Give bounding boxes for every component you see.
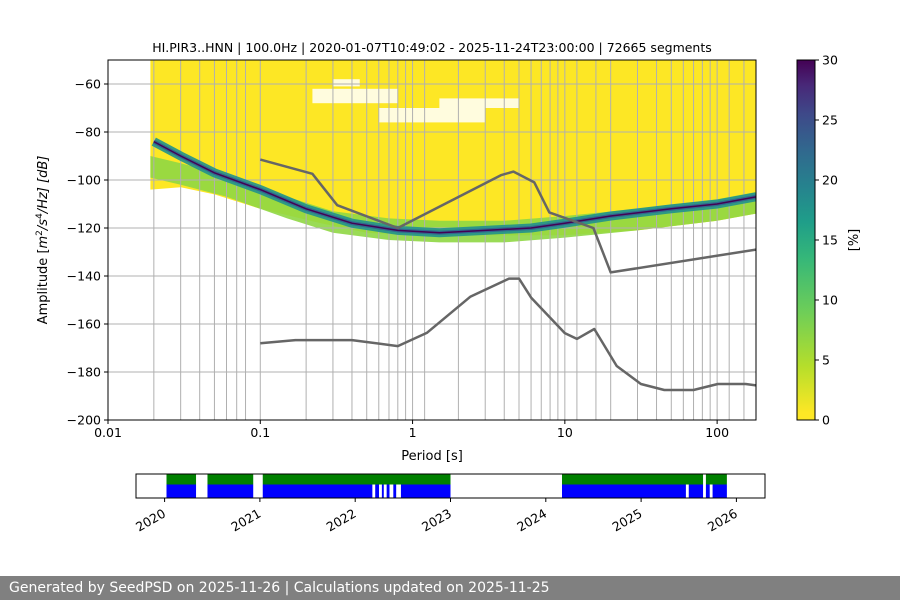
timeline-processed-segment xyxy=(562,474,704,485)
colorbar-tick-label: 20 xyxy=(822,173,838,188)
timeline-tick-label: 2026 xyxy=(705,506,740,535)
y-axis-label: Amplitude [m2/s4/Hz] [dB] xyxy=(35,156,51,325)
footer-bar: Generated by SeedPSD on 2025-11-26 | Cal… xyxy=(0,576,900,600)
timeline-tick-label: 2025 xyxy=(610,506,645,535)
ppsd-plot-area: 0.01 0.1 1 10 100 −60 −80 −100 −120 −140 −160 −180… xyxy=(67,59,757,440)
timeline-data-segment xyxy=(386,484,390,498)
mode-line xyxy=(153,140,756,234)
noise-model-layer xyxy=(259,158,756,392)
timeline-data-segment xyxy=(688,484,704,498)
y-tick-label: −160 xyxy=(67,317,101,332)
density-gap xyxy=(332,79,360,87)
timeline-processed-segment xyxy=(166,474,197,485)
timeline-tick-label: 2021 xyxy=(228,506,263,535)
data-availability-timeline: 2020 2021 2022 2023 2024 2025 2026 xyxy=(133,473,766,535)
density-gap xyxy=(378,108,486,123)
timeline-bars xyxy=(166,474,727,498)
x-tick-label: 0.01 xyxy=(94,425,122,440)
density-gap xyxy=(439,98,520,108)
footer-text: Generated by SeedPSD on 2025-11-26 | Cal… xyxy=(9,580,550,596)
timeline-data-segment xyxy=(375,484,380,498)
ppsd-figure: HI.PIR3..HNN | 100.0Hz | 2020-01-07T10:4… xyxy=(35,40,862,535)
timeline-year-ticks: 2020 2021 2022 2023 2024 2025 2026 xyxy=(133,498,740,535)
timeline-processed-segment xyxy=(262,474,451,485)
x-axis-ticks: 0.01 0.1 1 10 100 xyxy=(94,420,729,440)
x-axis-label: Period [s] xyxy=(401,449,463,464)
timeline-data-segment xyxy=(166,484,197,498)
timeline-processed-segment xyxy=(705,474,727,485)
y-tick-label: −200 xyxy=(67,413,101,428)
grid-lines xyxy=(108,60,756,420)
colorbar-ticks: 0 5 10 15 20 25 30 xyxy=(815,53,838,428)
timeline-data-segment xyxy=(207,484,254,498)
colorbar-tick-label: 30 xyxy=(822,53,838,68)
colorbar-tick-label: 25 xyxy=(822,113,838,128)
x-tick-label: 100 xyxy=(705,425,729,440)
timeline-data-segment xyxy=(562,484,686,498)
high-noise-model-line xyxy=(259,158,756,274)
plot-frame xyxy=(107,59,757,421)
colorbar-tick-label: 10 xyxy=(822,293,838,308)
timeline-tick-label: 2023 xyxy=(419,506,454,535)
x-tick-label: 0.1 xyxy=(250,425,270,440)
timeline-processed-segment xyxy=(207,474,254,485)
ppsd-density-cloud xyxy=(150,60,756,243)
y-tick-label: −100 xyxy=(67,173,101,188)
low-noise-model-line xyxy=(260,277,756,392)
timeline-tick-label: 2020 xyxy=(133,506,168,535)
timeline-data-segment xyxy=(400,484,451,498)
chart-title: HI.PIR3..HNN | 100.0Hz | 2020-01-07T10:4… xyxy=(152,40,712,55)
colorbar: 0 5 10 15 20 25 30 [%] xyxy=(796,53,862,428)
colorbar-gradient xyxy=(796,59,816,421)
y-tick-label: −120 xyxy=(67,221,101,236)
y-tick-label: −80 xyxy=(75,125,101,140)
y-axis-ticks: −60 −80 −100 −120 −140 −160 −180 −200 xyxy=(67,77,108,428)
density-region xyxy=(150,60,756,236)
timeline-data-segment xyxy=(393,484,397,498)
y-tick-label: −140 xyxy=(67,269,101,284)
y-tick-label: −60 xyxy=(75,77,101,92)
colorbar-tick-label: 15 xyxy=(822,233,838,248)
colorbar-tick-label: 0 xyxy=(822,413,830,428)
timeline-tick-label: 2024 xyxy=(514,506,549,535)
colorbar-label: [%] xyxy=(847,229,862,252)
timeline-data-segment xyxy=(381,484,384,498)
x-tick-label: 1 xyxy=(409,425,417,440)
ppsd-mode-layer xyxy=(151,137,756,238)
density-gap xyxy=(312,88,398,104)
timeline-data-segment xyxy=(262,484,373,498)
timeline-data-segment xyxy=(705,484,710,498)
timeline-data-segment xyxy=(712,484,727,498)
y-tick-label: −180 xyxy=(67,365,101,380)
x-tick-label: 10 xyxy=(557,425,573,440)
timeline-tick-label: 2022 xyxy=(324,506,359,535)
colorbar-tick-label: 5 xyxy=(822,353,830,368)
